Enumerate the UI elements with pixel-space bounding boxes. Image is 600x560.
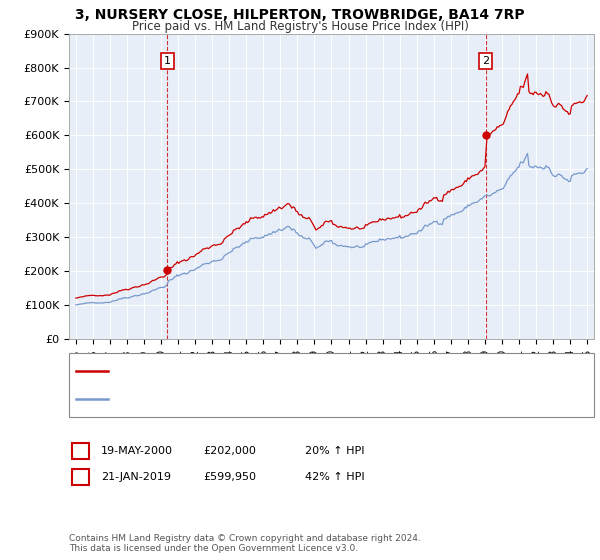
Text: 42% ↑ HPI: 42% ↑ HPI [305, 472, 364, 482]
Text: 19-MAY-2000: 19-MAY-2000 [101, 446, 173, 456]
Text: HPI: Average price, detached house, Wiltshire: HPI: Average price, detached house, Wilt… [114, 394, 353, 404]
Text: 2: 2 [77, 472, 84, 482]
Text: 21-JAN-2019: 21-JAN-2019 [101, 472, 171, 482]
Text: Contains HM Land Registry data © Crown copyright and database right 2024.
This d: Contains HM Land Registry data © Crown c… [69, 534, 421, 553]
Text: 2: 2 [482, 56, 490, 66]
Text: 1: 1 [77, 446, 84, 456]
Text: 3, NURSERY CLOSE, HILPERTON, TROWBRIDGE, BA14 7RP: 3, NURSERY CLOSE, HILPERTON, TROWBRIDGE,… [75, 8, 525, 22]
Text: £599,950: £599,950 [203, 472, 256, 482]
Text: 3, NURSERY CLOSE, HILPERTON, TROWBRIDGE, BA14 7RP (detached house): 3, NURSERY CLOSE, HILPERTON, TROWBRIDGE,… [114, 366, 508, 376]
Text: £202,000: £202,000 [203, 446, 256, 456]
Text: 20% ↑ HPI: 20% ↑ HPI [305, 446, 364, 456]
Text: Price paid vs. HM Land Registry's House Price Index (HPI): Price paid vs. HM Land Registry's House … [131, 20, 469, 32]
Text: 1: 1 [164, 56, 171, 66]
